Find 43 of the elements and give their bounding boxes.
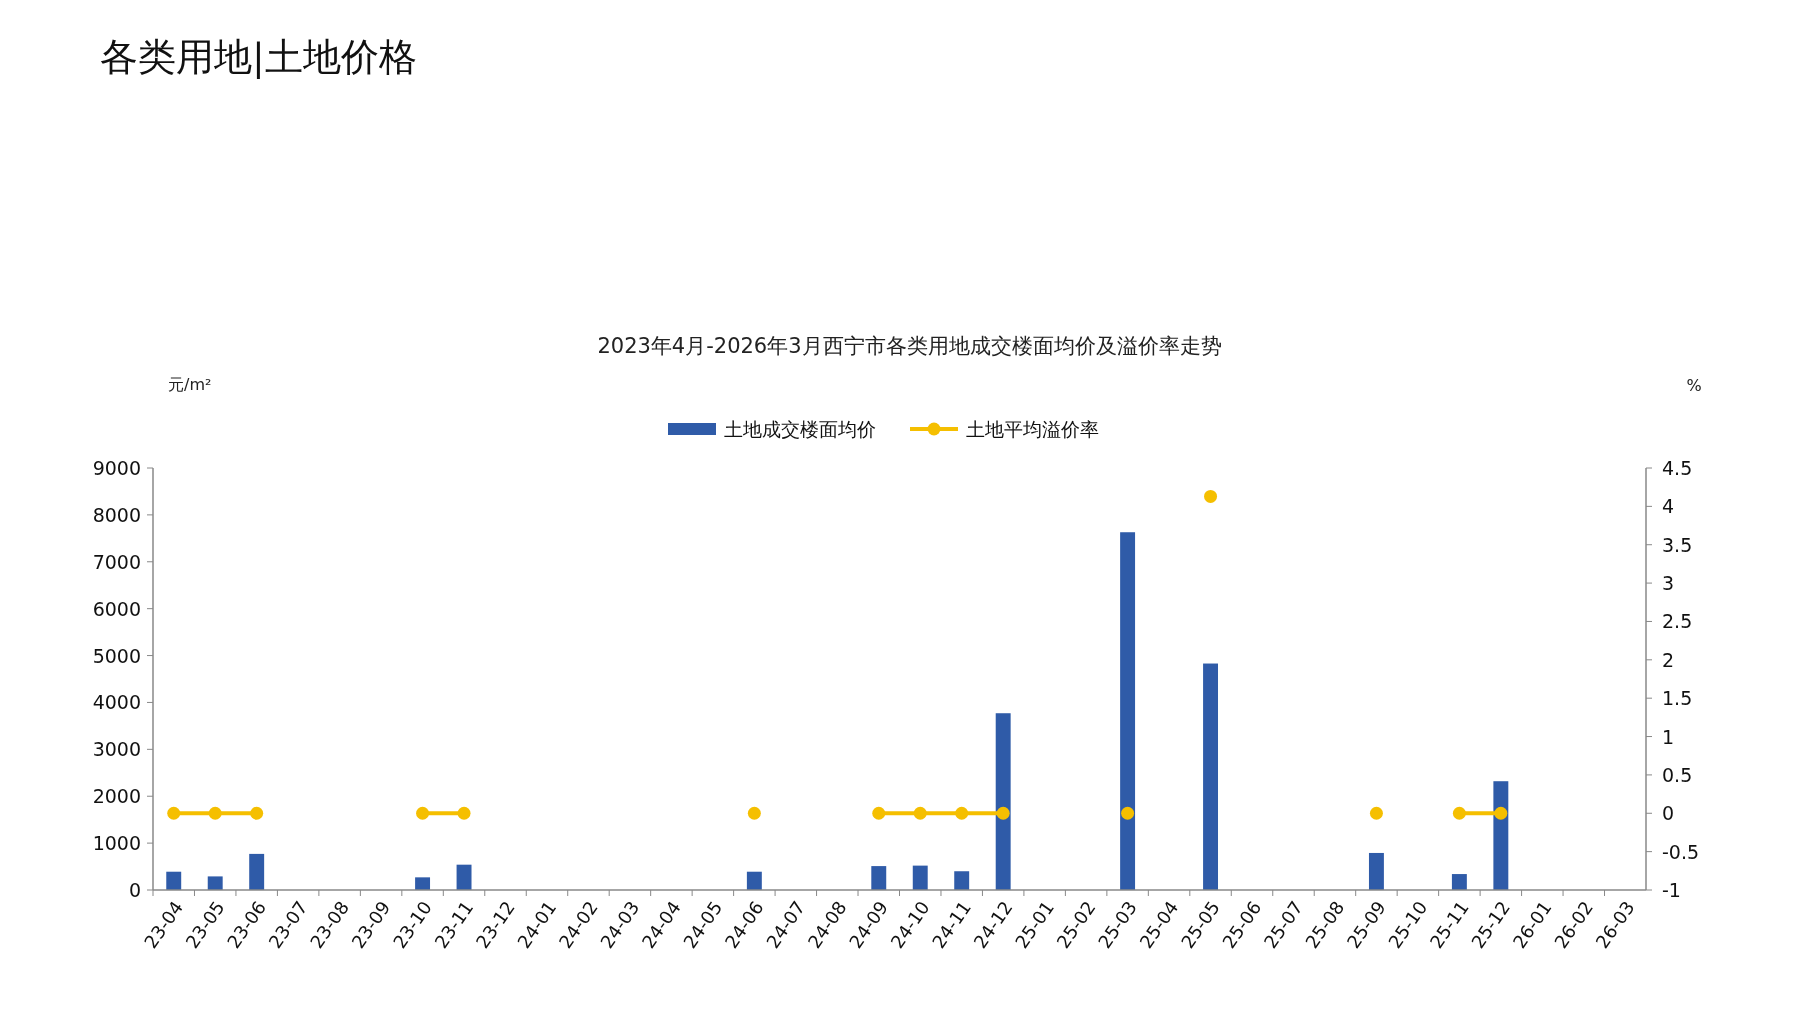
bar bbox=[207, 876, 223, 890]
y2-tick-label: 3 bbox=[1662, 572, 1675, 595]
y2-axis-title: % bbox=[1686, 376, 1702, 395]
legend-label: 土地平均溢价率 bbox=[966, 418, 1099, 440]
bar bbox=[995, 713, 1011, 890]
bar bbox=[1451, 874, 1467, 890]
y2-tick-label: 1 bbox=[1662, 725, 1675, 748]
y-tick-label: 2000 bbox=[92, 785, 141, 808]
y2-tick-label: -1 bbox=[1662, 879, 1681, 901]
y-tick-label: 6000 bbox=[92, 597, 141, 620]
bar bbox=[912, 865, 928, 890]
chart-title: 各类用地|土地价格 bbox=[100, 35, 417, 79]
chart-subtitle: 2023年4月-2026年3月西宁市各类用地成交楼面均价及溢价率走势 bbox=[597, 334, 1222, 358]
y-tick-label: 4000 bbox=[92, 691, 141, 714]
y-tick-label: 7000 bbox=[92, 550, 141, 573]
bar bbox=[746, 871, 762, 890]
bar bbox=[456, 864, 472, 890]
bar bbox=[1368, 852, 1384, 890]
y2-tick-label: 2 bbox=[1662, 648, 1675, 671]
bar bbox=[1493, 781, 1509, 890]
y-tick-label: 3000 bbox=[92, 738, 141, 761]
y2-tick-label: 3.5 bbox=[1662, 533, 1693, 556]
y-tick-label: 0 bbox=[128, 879, 141, 901]
bar bbox=[871, 866, 887, 890]
y-axis-title: 元/m² bbox=[168, 375, 212, 394]
bar bbox=[1203, 663, 1219, 890]
y2-tick-label: 4.5 bbox=[1662, 457, 1693, 479]
y-tick-label: 1000 bbox=[92, 832, 141, 855]
y2-tick-label: 0 bbox=[1662, 802, 1675, 825]
bar bbox=[954, 871, 970, 890]
y2-tick-label: 1.5 bbox=[1662, 687, 1693, 710]
bar bbox=[249, 853, 265, 890]
legend-label: 土地成交楼面均价 bbox=[724, 418, 876, 440]
y-tick-label: 8000 bbox=[92, 503, 141, 526]
bar bbox=[166, 871, 182, 890]
y2-tick-label: 4 bbox=[1662, 495, 1675, 518]
y2-tick-label: 2.5 bbox=[1662, 610, 1693, 633]
y2-tick-label: -0.5 bbox=[1662, 840, 1700, 863]
y-tick-label: 5000 bbox=[92, 644, 141, 667]
y2-tick-label: 0.5 bbox=[1662, 763, 1693, 786]
bar bbox=[415, 877, 431, 890]
bar bbox=[1120, 532, 1136, 890]
y-tick-label: 9000 bbox=[92, 457, 141, 479]
